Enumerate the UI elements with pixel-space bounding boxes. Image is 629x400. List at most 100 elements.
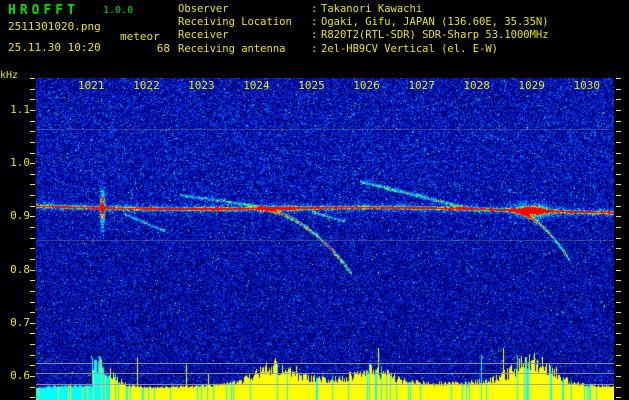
right-axis-tick-mark [616,110,621,111]
y-axis-tick-mark [30,323,35,324]
metadata-value: Ogaki, Gifu, JAPAN (136.60E, 35.35N) [321,16,549,29]
x-axis-tick-label: 1026 [353,79,380,92]
metadata-separator: : [311,42,318,55]
right-axis-tick-mark [616,344,621,345]
right-axis-tick-mark [616,89,621,90]
right-axis-tick-mark [616,195,621,196]
y-axis-tick-mark [30,280,35,281]
right-axis-tick-mark [616,248,621,249]
gridline [36,384,614,385]
right-axis-tick-mark [616,121,621,122]
right-axis-tick-mark [616,142,621,143]
metadata-key: Receiver [178,29,229,42]
right-axis-tick-mark [616,216,621,217]
metadata-key: Receiving antenna [178,42,286,55]
right-axis-tick-mark [616,227,621,228]
metadata-separator: : [311,3,318,15]
right-axis-tick-mark [616,323,621,324]
metadata-row: Receiving Location : Ogaki, Gifu, JAPAN … [178,16,549,29]
right-axis-tick-mark [616,78,621,79]
y-axis-tick-mark [30,163,35,164]
app-version: 1.0.0 [103,5,134,16]
right-axis-tick-mark [616,387,621,388]
y-axis-tick-mark [30,110,35,111]
metadata-row: Receiving antenna : 2el-HB9CV Vertical (… [178,43,549,56]
right-axis-tick-mark [616,238,621,239]
meteor-label: meteor [120,30,160,43]
x-axis-tick-label: 1022 [133,79,160,92]
right-axis-tick-mark [616,270,621,271]
right-axis-tick-mark [616,291,621,292]
right-axis-tick-mark [616,355,621,356]
metadata-row: Observer : Takanori Kawachi [178,3,549,16]
y-axis-tick-label: 1.1 [10,102,30,116]
x-axis-tick-label: 1028 [463,79,490,92]
y-axis-tick-mark [30,365,35,366]
y-axis-tick-mark [30,216,35,217]
x-axis-tick-label: 1024 [243,79,270,92]
app-title: HROFFT [8,3,79,18]
metadata-value: R820T2(RTL-SDR) SDR-Sharp 53.1000MHz [321,29,549,42]
right-axis-tick-mark [616,174,621,175]
right-axis-tick-mark [616,302,621,303]
right-axis-tick-mark [616,397,621,398]
right-axis-tick-mark [616,280,621,281]
y-axis-unit-label: kHz [0,70,19,81]
right-axis-tick-mark [616,259,621,260]
right-axis-tick-mark [616,365,621,366]
y-axis-tick-mark [30,302,35,303]
y-axis-tick-label: 1.0 [10,156,30,170]
date-timestamp: 25.11.30 10:20 [8,41,101,54]
metadata-key: Receiving Location [178,16,292,29]
y-axis-tick-label: 0.9 [10,209,30,223]
y-axis-tick-label: 0.7 [10,315,30,329]
x-axis-tick-label: 1029 [518,79,545,92]
meteor-count: 68 [156,42,170,55]
right-axis-tick-mark [616,312,621,313]
y-axis-tick-mark [30,206,35,207]
y-axis-tick-mark [30,376,35,377]
y-axis-tick-mark [30,291,35,292]
y-axis-tick-label: 0.8 [10,262,30,276]
x-axis-tick-label: 1030 [573,79,600,92]
y-axis-tick-mark [30,238,35,239]
right-axis-tick-mark [616,99,621,100]
spectrogram-canvas [36,78,614,400]
y-axis-tick-mark [30,153,35,154]
y-axis-tick-mark [30,344,35,345]
metadata-separator: : [311,29,318,42]
y-axis-tick-mark [30,121,35,122]
y-axis-tick-mark [30,387,35,388]
x-axis-tick-label: 1025 [298,79,325,92]
right-axis-tick-mark [616,163,621,164]
right-axis-tick-mark [616,153,621,154]
right-axis-tick-mark [616,131,621,132]
y-axis-tick-mark [30,333,35,334]
y-axis-tick-label: 0.6 [10,369,30,383]
y-axis-tick-mark [30,184,35,185]
header-bar: HROFFT 1.0.0 2511301020.png 25.11.30 10:… [0,0,629,62]
gridline [36,373,614,374]
right-axis-tick-mark [616,376,621,377]
right-axis-tick-mark [616,184,621,185]
y-axis-tick-mark [30,270,35,271]
metadata-separator: : [311,16,318,29]
y-axis-tick-mark [30,78,35,79]
spectrogram-plot [36,78,614,400]
y-axis-tick-mark [30,259,35,260]
y-axis-tick-mark [30,397,35,398]
y-axis-tick-mark [30,99,35,100]
x-axis-tick-label: 1021 [78,79,105,92]
metadata-value: Takanori Kawachi [321,3,423,15]
y-axis-tick-mark [30,131,35,132]
y-axis-tick-mark [30,248,35,249]
right-axis-tick-mark [616,206,621,207]
y-axis-tick-mark [30,355,35,356]
file-name: 2511301020.png [8,20,101,33]
gridline [36,129,614,130]
metadata-key: Observer [178,3,229,15]
metadata-value: 2el-HB9CV Vertical (el. E-W) [321,42,499,55]
y-axis-tick-mark [30,89,35,90]
y-axis-tick-mark [30,174,35,175]
